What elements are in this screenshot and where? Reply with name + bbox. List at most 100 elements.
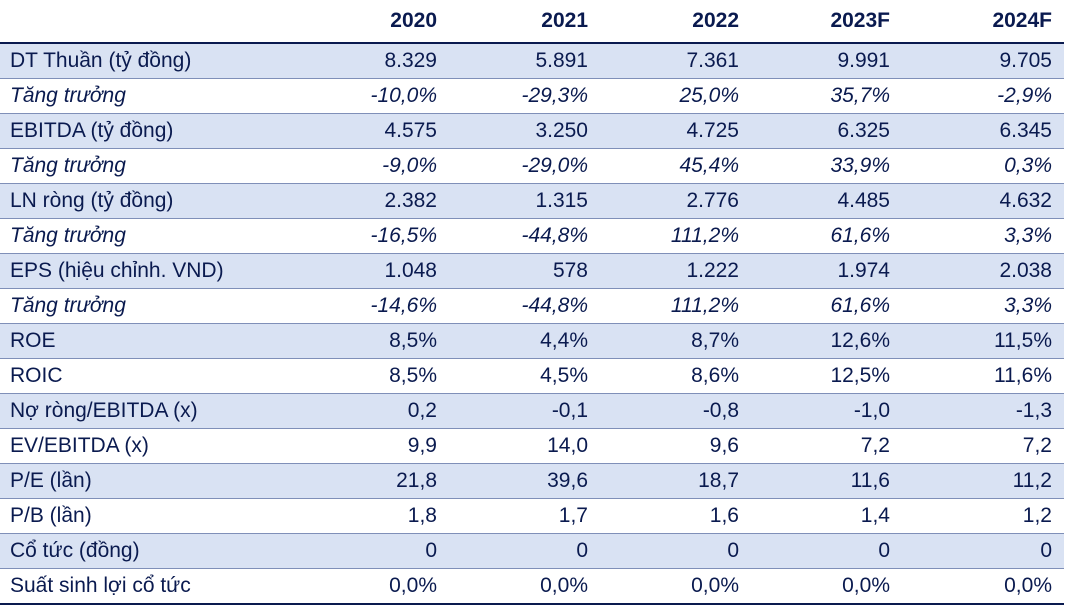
value-cell-2022: 45,4% bbox=[679, 154, 739, 177]
corner-header-cell bbox=[0, 0, 298, 43]
value-cell-2020: 2.382 bbox=[384, 189, 437, 212]
column-header-2024f: 2024F bbox=[992, 9, 1052, 32]
value-cell-2022: 0,0% bbox=[691, 574, 739, 597]
value-cell-2023f: 9.991 bbox=[837, 49, 890, 72]
column-header-2021: 2021 bbox=[541, 9, 588, 32]
value-cell-2022: 2.776 bbox=[686, 189, 739, 212]
value-cell-2021: -29,0% bbox=[521, 154, 588, 177]
row-label: DT Thuần (tỷ đồng) bbox=[10, 49, 192, 72]
value-cell-2021: 1,7 bbox=[558, 504, 588, 527]
row-label: EBITDA (tỷ đồng) bbox=[10, 119, 174, 142]
value-cell-2024f: 0,0% bbox=[1004, 574, 1052, 597]
table-row: ROIC 8,5% 4,5% 8,6% 12,5% 11,6% bbox=[0, 358, 1064, 394]
value-cell-2023f: 33,9% bbox=[830, 154, 890, 177]
row-label: Tăng trưởng bbox=[10, 84, 126, 107]
value-cell-2021: 14,0 bbox=[547, 434, 588, 457]
value-cell-2023f: 11,6 bbox=[850, 469, 890, 492]
value-cell-2024f: 2.038 bbox=[999, 259, 1052, 282]
row-label: ROE bbox=[10, 329, 56, 352]
row-label: Suất sinh lợi cổ tức bbox=[10, 574, 191, 597]
row-label: EPS (hiệu chỉnh. VND) bbox=[10, 259, 224, 282]
value-cell-2022: 8,7% bbox=[691, 329, 739, 352]
table-row: EPS (hiệu chỉnh. VND) 1.048 578 1.222 1.974 2… bbox=[0, 253, 1064, 289]
column-header-2023f: 2023F bbox=[830, 9, 890, 32]
row-label: Nợ ròng/EBITDA (x) bbox=[10, 399, 198, 422]
value-cell-2020: 8,5% bbox=[389, 329, 437, 352]
row-label: LN ròng (tỷ đồng) bbox=[10, 189, 174, 212]
value-cell-2021: -0,1 bbox=[551, 399, 588, 422]
value-cell-2022: 1,6 bbox=[709, 504, 739, 527]
column-header-2022: 2022 bbox=[692, 9, 739, 32]
value-cell-2023f: 7,2 bbox=[860, 434, 890, 457]
value-cell-2020: 0,0% bbox=[389, 574, 437, 597]
value-cell-2023f: 12,5% bbox=[830, 364, 890, 387]
value-cell-2021: 1.315 bbox=[535, 189, 588, 212]
value-cell-2020: -14,6% bbox=[370, 294, 437, 317]
value-cell-2023f: 61,6% bbox=[830, 224, 890, 247]
table-row: ROE 8,5% 4,4% 8,7% 12,6% 11,5% bbox=[0, 323, 1064, 359]
value-cell-2021: 5.891 bbox=[535, 49, 588, 72]
value-cell-2022: 7.361 bbox=[686, 49, 739, 72]
value-cell-2024f: 0 bbox=[1040, 539, 1052, 562]
value-cell-2020: -9,0% bbox=[382, 154, 437, 177]
value-cell-2024f: 11,2 bbox=[1012, 469, 1052, 492]
row-label: ROIC bbox=[10, 364, 63, 387]
table-row: Tăng trưởng -9,0% -29,0% 45,4% 33,9% 0,3% bbox=[0, 148, 1064, 184]
value-cell-2023f: 1.974 bbox=[837, 259, 890, 282]
value-cell-2022: 4.725 bbox=[686, 119, 739, 142]
value-cell-2023f: 35,7% bbox=[830, 84, 890, 107]
table-row: DT Thuần (tỷ đồng) 8.329 5.891 7.361 9.991 9.… bbox=[0, 43, 1064, 79]
value-cell-2023f: 1,4 bbox=[860, 504, 890, 527]
table-row: Tăng trưởng -14,6% -44,8% 111,2% 61,6% 3,3% bbox=[0, 288, 1064, 324]
value-cell-2021: 39,6 bbox=[547, 469, 588, 492]
value-cell-2020: 0,2 bbox=[407, 399, 437, 422]
value-cell-2020: 8,5% bbox=[389, 364, 437, 387]
value-cell-2024f: 4.632 bbox=[999, 189, 1052, 212]
value-cell-2022: 9,6 bbox=[709, 434, 739, 457]
value-cell-2022: 18,7 bbox=[698, 469, 739, 492]
table-row: Cổ tức (đồng) 0 0 0 0 0 bbox=[0, 533, 1064, 569]
value-cell-2024f: 9.705 bbox=[999, 49, 1052, 72]
value-cell-2021: 578 bbox=[552, 259, 588, 282]
value-cell-2020: 8.329 bbox=[384, 49, 437, 72]
value-cell-2023f: 6.325 bbox=[837, 119, 890, 142]
value-cell-2021: 4,5% bbox=[540, 364, 588, 387]
row-label: EV/EBITDA (x) bbox=[10, 434, 149, 457]
value-cell-2021: 0 bbox=[576, 539, 588, 562]
value-cell-2024f: 11,5% bbox=[994, 329, 1052, 352]
value-cell-2024f: -1,3 bbox=[1015, 399, 1052, 422]
table-body: DT Thuần (tỷ đồng) 8.329 5.891 7.361 9.991 9.… bbox=[0, 43, 1064, 604]
row-label: Cổ tức (đồng) bbox=[10, 539, 140, 562]
value-cell-2022: 111,2% bbox=[670, 294, 739, 317]
value-cell-2023f: -1,0 bbox=[853, 399, 890, 422]
column-header-2020: 2020 bbox=[390, 9, 437, 32]
value-cell-2020: 4.575 bbox=[384, 119, 437, 142]
value-cell-2020: 0 bbox=[425, 539, 437, 562]
value-cell-2022: -0,8 bbox=[702, 399, 739, 422]
table-row: P/E (lần) 21,8 39,6 18,7 11,6 11,2 bbox=[0, 463, 1064, 499]
row-label: Tăng trưởng bbox=[10, 294, 126, 317]
value-cell-2024f: 1,2 bbox=[1022, 504, 1052, 527]
value-cell-2022: 0 bbox=[727, 539, 739, 562]
table-row: P/B (lần) 1,8 1,7 1,6 1,4 1,2 bbox=[0, 498, 1064, 534]
value-cell-2023f: 61,6% bbox=[830, 294, 890, 317]
row-label: P/E (lần) bbox=[10, 469, 92, 492]
value-cell-2021: -44,8% bbox=[521, 224, 588, 247]
table-row: Suất sinh lợi cổ tức 0,0% 0,0% 0,0% 0,0% 0,0% bbox=[0, 568, 1064, 604]
value-cell-2021: 4,4% bbox=[540, 329, 588, 352]
value-cell-2022: 8,6% bbox=[691, 364, 739, 387]
value-cell-2020: 1.048 bbox=[384, 259, 437, 282]
value-cell-2020: -10,0% bbox=[370, 84, 437, 107]
value-cell-2022: 25,0% bbox=[679, 84, 739, 107]
value-cell-2024f: 3,3% bbox=[1004, 294, 1052, 317]
value-cell-2020: 1,8 bbox=[407, 504, 437, 527]
value-cell-2023f: 12,6% bbox=[830, 329, 890, 352]
value-cell-2022: 111,2% bbox=[670, 224, 739, 247]
value-cell-2021: -29,3% bbox=[521, 84, 588, 107]
table-row: EV/EBITDA (x) 9,9 14,0 9,6 7,2 7,2 bbox=[0, 428, 1064, 464]
value-cell-2021: -44,8% bbox=[521, 294, 588, 317]
table-row: EBITDA (tỷ đồng) 4.575 3.250 4.725 6.325 6.34… bbox=[0, 113, 1064, 149]
value-cell-2024f: 0,3% bbox=[1004, 154, 1052, 177]
